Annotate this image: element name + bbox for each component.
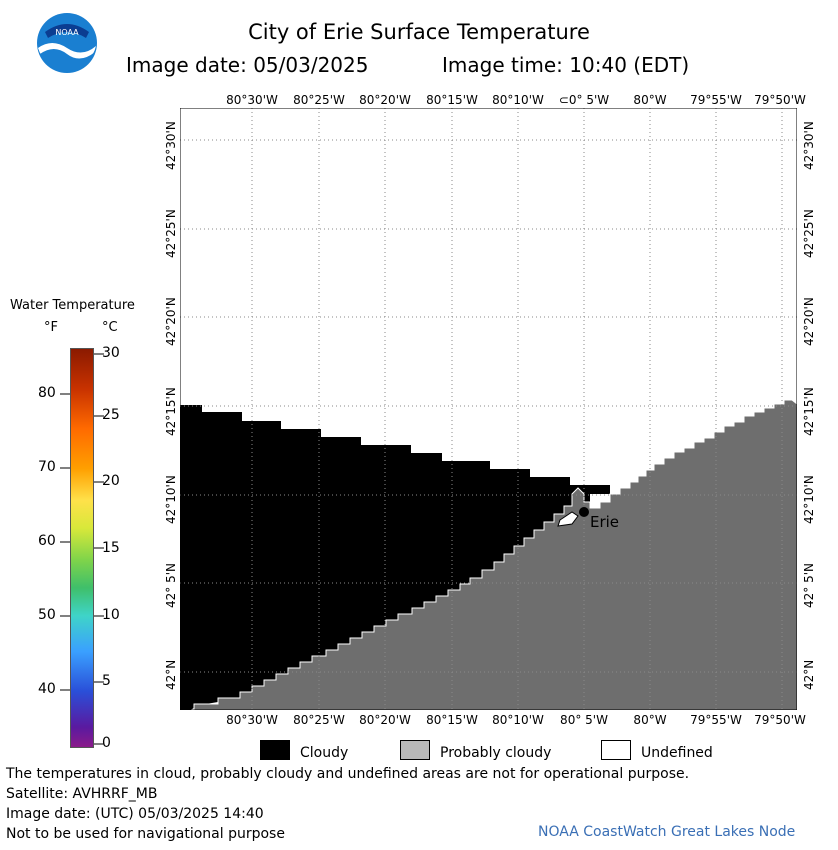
lon-label-bottom: 80°30'W xyxy=(226,713,278,727)
probably-cloudy-key-label: Probably cloudy xyxy=(440,745,552,761)
probably-cloudy-area xyxy=(193,399,797,710)
map-grid xyxy=(180,108,797,710)
page-title: City of Erie Surface Temperature xyxy=(248,20,590,44)
lon-label-top: 80°W xyxy=(633,93,667,107)
footer-credit: NOAA CoastWatch Great Lakes Node xyxy=(538,824,796,840)
lon-label-bottom: 80°25'W xyxy=(293,713,345,727)
map-panel: Erie xyxy=(180,108,797,710)
legend-f-tick: 70 xyxy=(38,459,56,475)
lat-label-left: 42°10'N xyxy=(164,475,178,524)
noaa-logo-icon: NOAA xyxy=(37,13,97,73)
legend-c-tick: 0 xyxy=(102,735,111,751)
lon-label-top: 80°20'W xyxy=(359,93,411,107)
footer-disclaimer: The temperatures in cloud, probably clou… xyxy=(6,766,690,782)
color-bar-ticks xyxy=(60,353,104,745)
legend-c-tick: 20 xyxy=(102,473,120,489)
legend-f-tick: 60 xyxy=(38,533,56,549)
lat-label-left: 42°30'N xyxy=(164,121,178,170)
image-time: Image time: 10:40 (EDT) xyxy=(442,53,690,77)
lon-label-bottom: 80°10'W xyxy=(492,713,544,727)
legend-unit-f: °F xyxy=(44,320,58,335)
presque-isle xyxy=(557,511,579,527)
lon-label-bottom: 80°15'W xyxy=(426,713,478,727)
cloudy-key-label: Cloudy xyxy=(300,745,349,761)
lon-label-top: 80°15'W xyxy=(426,93,478,107)
cloudy-swatch xyxy=(260,740,290,760)
lat-label-right: 42°15'N xyxy=(802,387,816,436)
color-bar xyxy=(70,348,94,748)
probably-cloudy-swatch xyxy=(400,740,430,760)
lon-label-top: ⊂0° 5'W xyxy=(558,93,610,107)
legend-f-tick: 40 xyxy=(38,681,56,697)
lon-label-top: 80°10'W xyxy=(492,93,544,107)
lat-label-right: 42°20'N xyxy=(802,297,816,346)
legend-title: Water Temperature xyxy=(10,298,135,313)
image-date: Image date: 05/03/2025 xyxy=(126,53,369,77)
legend-f-tick: 50 xyxy=(38,607,56,623)
footer-navigation-warning: Not to be used for navigational purpose xyxy=(6,826,285,842)
legend-unit-c: °C xyxy=(102,320,118,335)
lat-label-right: 42° 5'N xyxy=(802,563,816,608)
lon-label-top: 80°25'W xyxy=(293,93,345,107)
lon-label-bottom: 80°20'W xyxy=(359,713,411,727)
lon-label-top: 79°50'W xyxy=(754,93,806,107)
lon-label-top: 79°55'W xyxy=(690,93,742,107)
lat-label-right: 42°25'N xyxy=(802,209,816,258)
lat-label-left: 42°N xyxy=(164,659,178,690)
footer-image-date: Image date: (UTC) 05/03/2025 14:40 xyxy=(6,806,264,822)
footer-satellite: Satellite: AVHRRF_MB xyxy=(6,786,158,802)
lat-label-left: 42° 5'N xyxy=(164,563,178,608)
undefined-swatch xyxy=(601,740,631,760)
lat-label-left: 42°15'N xyxy=(164,387,178,436)
lon-label-top: 80°30'W xyxy=(226,93,278,107)
erie-city-label: Erie xyxy=(590,513,619,531)
lat-label-right: 42°N xyxy=(802,659,816,690)
erie-city-marker xyxy=(579,507,589,517)
lat-label-right: 42°10'N xyxy=(802,475,816,524)
lat-label-left: 42°25'N xyxy=(164,209,178,258)
lon-label-bottom: 79°50'W xyxy=(754,713,806,727)
lon-label-bottom: 80° 5'W xyxy=(560,713,608,727)
logo-text: NOAA xyxy=(55,28,79,37)
lat-label-left: 42°20'N xyxy=(164,297,178,346)
undefined-key-label: Undefined xyxy=(641,745,713,761)
lat-label-right: 42°30'N xyxy=(802,121,816,170)
legend-f-tick: 80 xyxy=(38,385,56,401)
lon-label-bottom: 79°55'W xyxy=(690,713,742,727)
legend-c-tick: 5 xyxy=(102,673,111,689)
legend-c-tick: 30 xyxy=(102,345,120,361)
legend-c-tick: 25 xyxy=(102,407,120,423)
legend-c-tick: 15 xyxy=(102,540,120,556)
cloudy-area xyxy=(180,405,610,710)
lon-label-bottom: 80°W xyxy=(633,713,667,727)
legend-c-tick: 10 xyxy=(102,607,120,623)
